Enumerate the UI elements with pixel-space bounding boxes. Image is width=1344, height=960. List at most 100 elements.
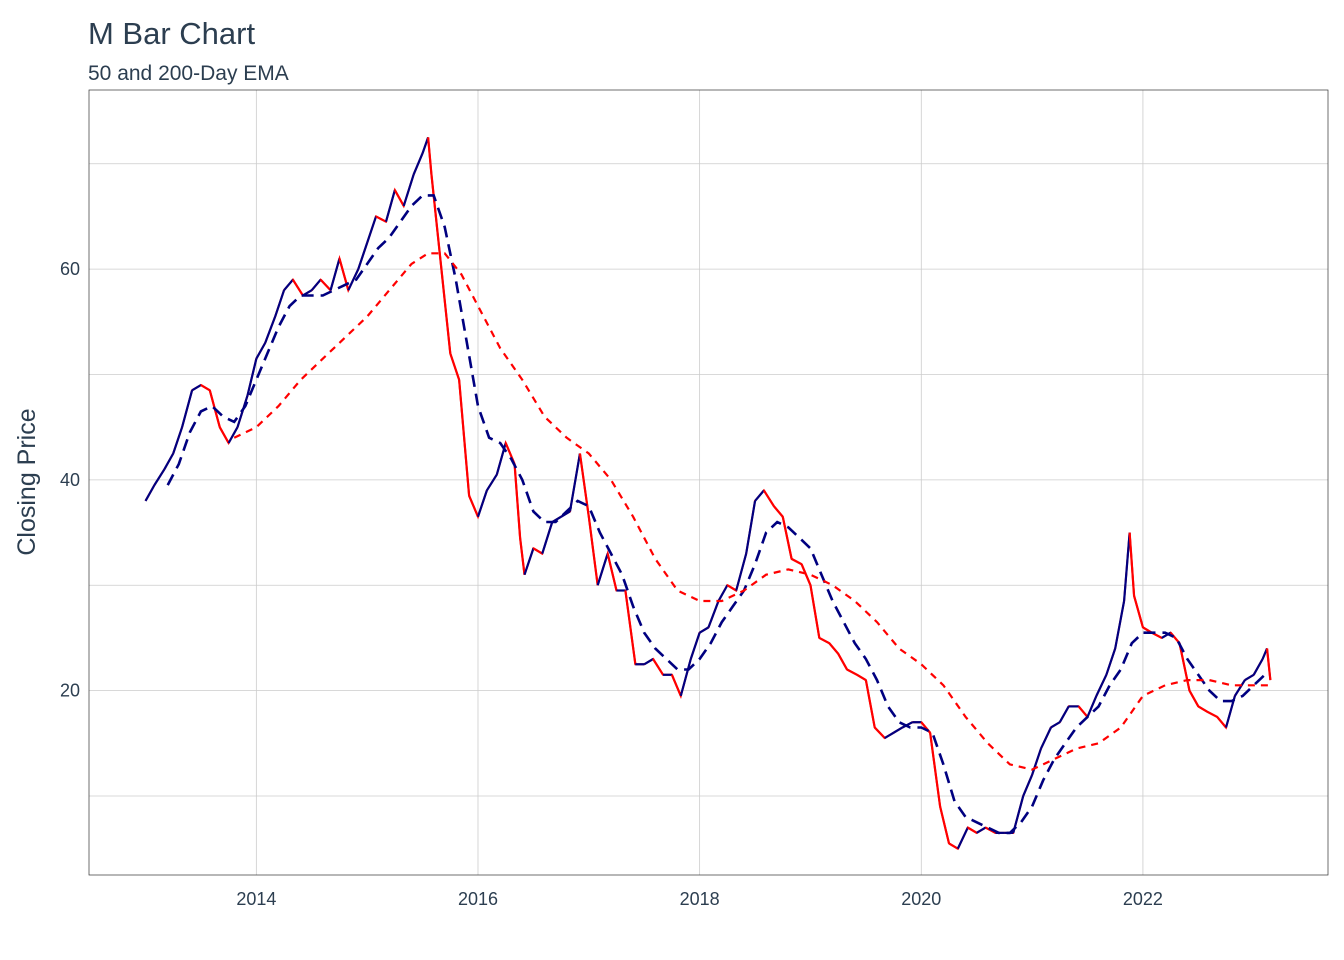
price-segment-down [1133,595,1144,628]
price-segment-down [652,658,664,676]
price-segment-up [1233,679,1246,697]
price-segment-down [624,590,637,665]
price-segment-down [218,426,230,444]
ema-50-line [166,194,1271,835]
gridlines [89,90,1328,875]
price-segment-up [357,242,369,270]
price-segment-down [1178,642,1191,691]
price-segment-up [255,342,267,360]
price-segment-up [1031,748,1043,776]
price-line [144,137,1272,851]
x-tick-label: 2018 [680,889,720,909]
price-segment-up [485,474,498,491]
price-segment-up [1105,648,1117,676]
price-segment-up [421,137,430,154]
price-segment-down [458,379,471,496]
price-segment-down [1197,705,1208,713]
price-segment-up [541,521,554,554]
price-segment-down [430,174,443,270]
price-segment-down [519,537,526,575]
price-segment-up [274,289,286,317]
y-tick-label: 60 [60,259,80,279]
price-segment-up [264,316,277,344]
price-segment-up [717,584,729,602]
price-segment-down [828,642,840,655]
price-segment-up [1114,600,1126,649]
price-segment-down [200,384,211,392]
price-segment-up [1039,727,1052,750]
price-segment-up [1050,721,1061,729]
price-segment-down [846,668,858,676]
price-segment-down [1265,648,1272,681]
price-segment-down [449,353,461,381]
price-segment-up [643,658,654,666]
ema-200-line [233,252,1271,771]
price-segment-up [884,731,895,739]
price-segment-down [864,679,876,728]
price-segment-up [1058,705,1070,723]
price-segment-down [762,489,775,507]
price-segment-up [893,726,904,734]
plot-frame [88,89,1329,876]
price-segment-down [427,137,433,175]
price-segment-up [347,268,360,291]
price-segment-up [172,426,184,454]
price-segment-up [1244,673,1255,682]
x-tick-label: 2014 [236,889,276,909]
price-segment-up [153,468,166,486]
price-segment-down [929,732,942,807]
price-segment-up [1095,674,1108,697]
price-segment-up [476,490,488,518]
price-segment-up [735,553,748,591]
price-segment-up [246,358,258,396]
y-axis-label: Closing Price [13,408,41,555]
price-segment-down [606,553,618,591]
price-segment-up [181,390,194,428]
price-segment-down [513,463,522,538]
price-segment-down [948,842,959,850]
price-segment-up [163,452,175,470]
y-tick-label: 40 [60,470,80,490]
price-segment-up [310,278,322,291]
price-segment-up [227,426,239,444]
price-segment-up [689,632,701,660]
price-segment-up [699,626,710,634]
x-tick-label: 2016 [458,889,498,909]
price-segment-up [283,278,294,291]
price-segment-up [596,553,609,586]
price-segment-down [1216,716,1227,729]
price-segment-up [1122,532,1131,602]
price-segment-down [440,269,452,354]
price-segment-up [144,484,156,502]
plot-series [144,137,1272,851]
y-tick-label: 20 [60,681,80,701]
price-segment-down [670,674,682,697]
price-segment-down [291,279,304,297]
price-segment-down [1169,631,1181,644]
price-segment-down [1206,710,1218,718]
price-segment-up [976,826,987,834]
price-segment-up [366,216,378,244]
price-segment-down [837,653,848,671]
price-segment-down [818,636,830,645]
price-segment-down [375,215,387,223]
price-segment-up [1252,658,1264,676]
price-segment-down [873,726,886,739]
price-segment-down [856,673,867,682]
price-segment-up [956,827,969,850]
price-segment-up [1086,695,1098,718]
price-segment-down [809,585,821,639]
x-tick-label: 2022 [1123,889,1163,909]
chart-subtitle: 50 and 200-Day EMA [88,62,289,85]
price-segment-down [1188,690,1200,707]
price-segment-down [468,495,480,518]
price-segment-down [773,505,784,518]
chart-title: M Bar Chart [88,16,255,51]
price-segment-up [384,189,396,223]
tick-labels: 20 40 60 2014 2016 2018 2020 2022 [60,259,1163,909]
price-segment-down [726,584,737,592]
price-segment-up [329,258,341,291]
price-segment-down [1077,705,1089,718]
price-segment-up [412,152,424,175]
